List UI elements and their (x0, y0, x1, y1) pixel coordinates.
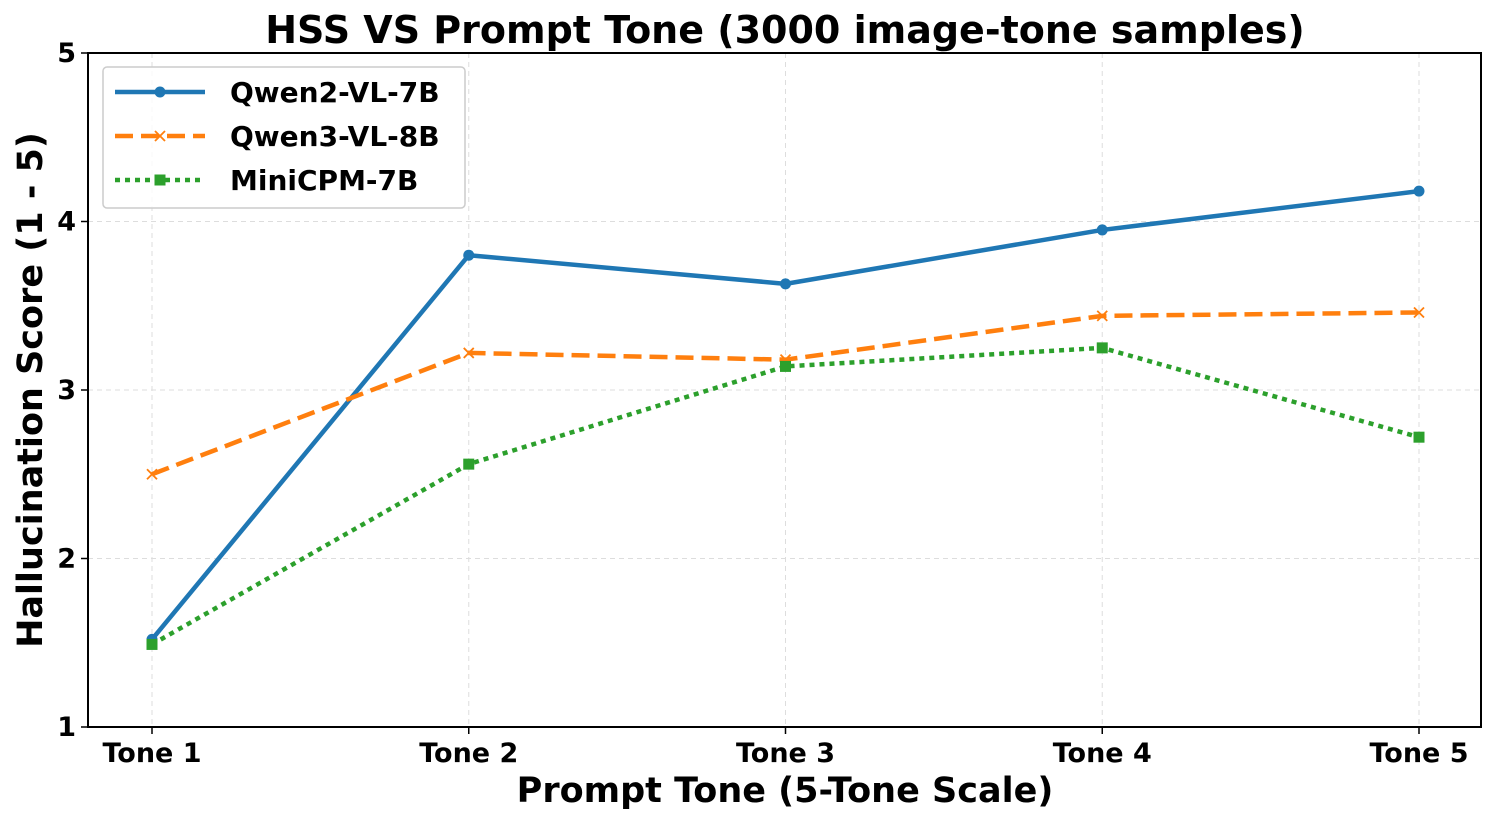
data-point-minicpm-7b (1413, 431, 1425, 443)
data-point-qwen3-vl-8b (146, 468, 158, 480)
data-point-minicpm-7b (463, 458, 475, 470)
legend-marker (154, 86, 166, 98)
x-tick-label: Tone 5 (1369, 738, 1468, 769)
legend-item-qwen3-vl-8b: Qwen3-VL-8B (115, 120, 440, 153)
data-point-minicpm-7b (780, 360, 791, 372)
x-tick-label: Tone 4 (1053, 738, 1152, 769)
data-point-qwen2-vl-7b (463, 249, 475, 261)
legend-label: Qwen2-VL-7B (230, 76, 440, 109)
data-point-qwen2-vl-7b (780, 278, 791, 290)
data-point-qwen2-vl-7b (1413, 185, 1425, 197)
y-axis-label: Hallucination Score (1 - 5) (11, 132, 51, 648)
x-tick-label: Tone 1 (102, 738, 201, 769)
legend-marker (154, 174, 166, 186)
legend-label: Qwen3-VL-8B (230, 120, 440, 153)
legend: Qwen2-VL-7B Qwen3-VL-8B MiniCPM-7B (102, 66, 466, 209)
data-point-qwen3-vl-8b (1096, 310, 1108, 322)
legend-marker (154, 130, 166, 142)
y-axis-ticks: 1 2 3 4 5 (57, 38, 88, 743)
chart-title: HSS VS Prompt Tone (3000 image-tone samp… (265, 8, 1305, 52)
legend-item-minicpm-7b: MiniCPM-7B (115, 164, 418, 197)
series-qwen2-vl-7b (146, 185, 1425, 645)
series-line-minicpm-7b (150, 345, 1420, 647)
y-tick-label: 3 (57, 375, 76, 406)
x-axis-label: Prompt Tone (5-Tone Scale) (517, 771, 1054, 811)
data-point-qwen3-vl-8b (463, 347, 475, 359)
series-minicpm-7b (146, 342, 1425, 650)
legend-item-qwen2-vl-7b: Qwen2-VL-7B (115, 76, 440, 109)
x-tick-label: Tone 2 (419, 738, 518, 769)
data-point-qwen2-vl-7b (1096, 224, 1108, 236)
data-point-qwen3-vl-8b (1413, 306, 1425, 319)
data-point-minicpm-7b (1096, 342, 1108, 354)
x-tick-label: Tone 3 (736, 738, 835, 769)
data-point-minicpm-7b (146, 638, 158, 650)
series-layer (146, 185, 1425, 650)
y-tick-label: 2 (57, 544, 76, 575)
y-tick-label: 1 (57, 712, 76, 743)
legend-label: MiniCPM-7B (230, 164, 418, 197)
y-tick-label: 4 (57, 207, 76, 238)
x-axis-ticks: Tone 1 Tone 2 Tone 3 Tone 4 Tone 5 (102, 727, 1469, 769)
legend-frame (102, 66, 466, 209)
y-tick-label: 5 (57, 38, 76, 69)
